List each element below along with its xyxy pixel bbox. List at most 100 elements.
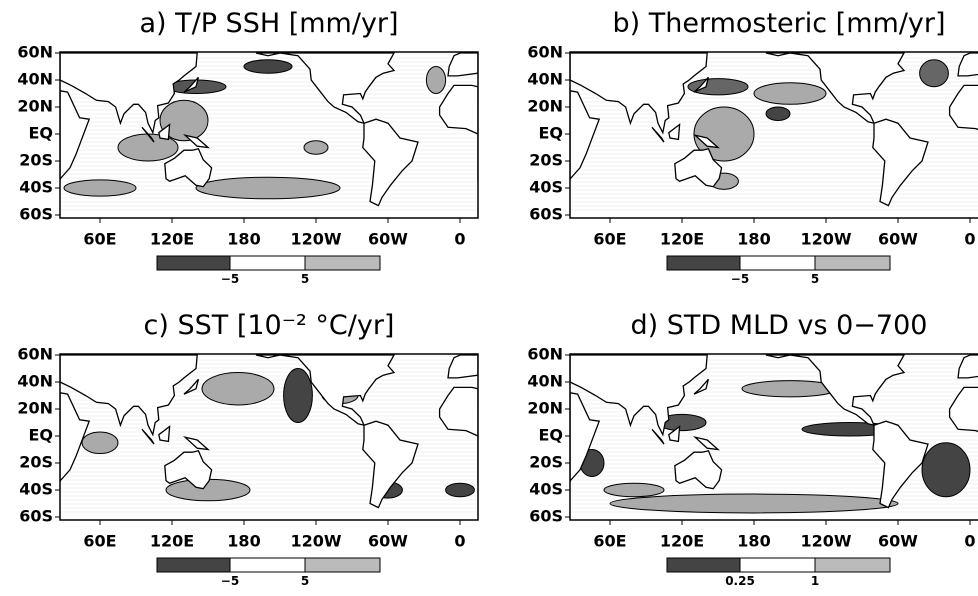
coastline: [60, 354, 198, 437]
contour-region: [919, 59, 949, 88]
contour-region: [687, 78, 749, 96]
y-tick-label: 40S: [19, 480, 53, 499]
y-tick-label: 20N: [17, 97, 53, 116]
coastline: [570, 354, 708, 437]
contour-region: [765, 106, 791, 121]
colorbar-label: 5: [301, 574, 309, 588]
coastline: [948, 386, 978, 433]
colorbar-segment: [156, 557, 233, 573]
map-area: [60, 52, 478, 218]
coastline: [765, 354, 906, 427]
contour-region: [63, 179, 137, 197]
colorbar-segment: [304, 557, 381, 573]
contour-region: [445, 482, 475, 498]
coastline: [182, 134, 211, 149]
contour-region: [603, 482, 665, 498]
map-panel: a) T/P SSH [mm/yr] 60N 40N 20N EQ 20S 40S 60S 60…: [17, 8, 479, 286]
x-tick-label: 120W: [290, 532, 341, 551]
y-tick-label: 40S: [529, 178, 563, 197]
coastline: [164, 450, 213, 490]
x-tick-label: 180: [227, 230, 260, 249]
coastline: [692, 436, 721, 451]
x-tick-label: 180: [227, 532, 260, 551]
contour-region: [693, 106, 755, 162]
x-tick-label: 180: [737, 532, 770, 551]
colorbar-segment: [229, 557, 306, 573]
coastline: [692, 134, 721, 149]
x-tick-label: 0: [454, 532, 465, 551]
contour-region: [283, 368, 313, 423]
y-tick-label: 40N: [17, 70, 53, 89]
coastline: [255, 354, 396, 427]
y-tick-label: 60S: [19, 205, 53, 224]
panel-title: d) STD MLD vs 0−700: [631, 310, 928, 341]
x-tick-label: 120E: [150, 532, 194, 551]
y-tick-label: 20S: [529, 151, 563, 170]
x-tick-label: 60W: [878, 532, 918, 551]
coastline: [141, 428, 155, 445]
colorbar-segment: [739, 557, 816, 573]
colorbar-segment: [666, 255, 743, 271]
y-tick-label: 60S: [529, 205, 563, 224]
coastline: [438, 386, 478, 484]
coastline: [872, 420, 929, 509]
x-tick-label: 120E: [660, 230, 704, 249]
coastline: [60, 52, 198, 135]
coastline: [164, 148, 213, 188]
y-tick-label: 20N: [17, 399, 53, 418]
coastline: [957, 354, 978, 379]
coastline: [362, 118, 419, 207]
coastline: [447, 354, 478, 379]
y-tick-label: 20S: [19, 151, 53, 170]
panel-title: c) SST [10⁻² °C/yr]: [144, 310, 395, 341]
y-tick-label: 40N: [527, 372, 563, 391]
colorbar-label: 1: [811, 574, 819, 588]
colorbar-segment: [739, 255, 816, 271]
x-tick-label: 60E: [593, 230, 626, 249]
x-tick-label: 0: [964, 532, 975, 551]
colorbar-label: −5: [221, 574, 239, 588]
coastline: [765, 52, 906, 125]
coastline: [668, 425, 681, 443]
x-tick-label: 120E: [660, 532, 704, 551]
contour-region: [201, 372, 275, 406]
y-tick-label: 20S: [529, 453, 563, 472]
map-area: [570, 354, 978, 520]
coastline: [182, 436, 211, 451]
colorbar-label: −5: [731, 272, 749, 286]
contour-region: [243, 59, 293, 74]
coastline: [872, 118, 929, 207]
y-tick-label: 60N: [527, 43, 563, 62]
map-frame: [569, 353, 978, 521]
map-frame: [59, 353, 479, 521]
x-tick-label: 60W: [368, 230, 408, 249]
coastline: [183, 378, 200, 395]
coastline: [183, 76, 200, 93]
x-tick-label: 0: [964, 230, 975, 249]
x-tick-label: 60E: [83, 532, 116, 551]
coastline: [693, 378, 710, 395]
y-tick-label: 60S: [19, 507, 53, 526]
x-tick-label: 120E: [150, 230, 194, 249]
x-tick-label: 120W: [290, 230, 341, 249]
contour-region: [921, 442, 971, 498]
coastline: [651, 126, 665, 143]
map-area: [60, 354, 478, 520]
contour-region: [609, 493, 899, 514]
coastline: [447, 52, 478, 77]
coastline: [693, 76, 710, 93]
colorbar-segment: [666, 557, 743, 573]
coastline: [158, 123, 171, 141]
coastline: [668, 123, 681, 141]
coastline: [255, 52, 396, 125]
map-area: [570, 52, 978, 218]
y-tick-label: EQ: [28, 124, 53, 143]
y-tick-label: 60N: [527, 345, 563, 364]
contour-region: [753, 82, 827, 105]
y-tick-label: EQ: [538, 426, 563, 445]
x-tick-label: 60E: [593, 532, 626, 551]
y-tick-label: 20N: [527, 399, 563, 418]
y-tick-label: 60N: [17, 345, 53, 364]
